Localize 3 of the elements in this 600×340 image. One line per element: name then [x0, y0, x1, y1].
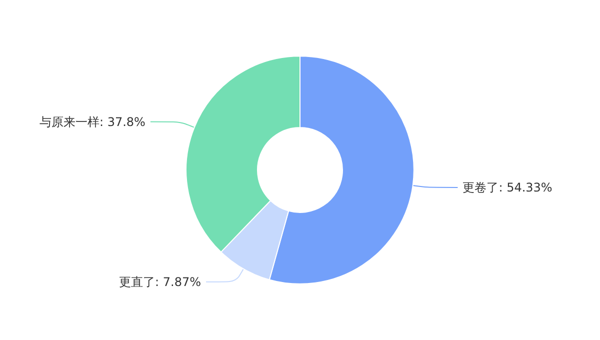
- slice-label: 更直了: 7.87%: [119, 274, 202, 289]
- slice-label: 更卷了: 54.33%: [462, 180, 552, 194]
- slice-label: 与原来一样: 37.8%: [39, 114, 146, 129]
